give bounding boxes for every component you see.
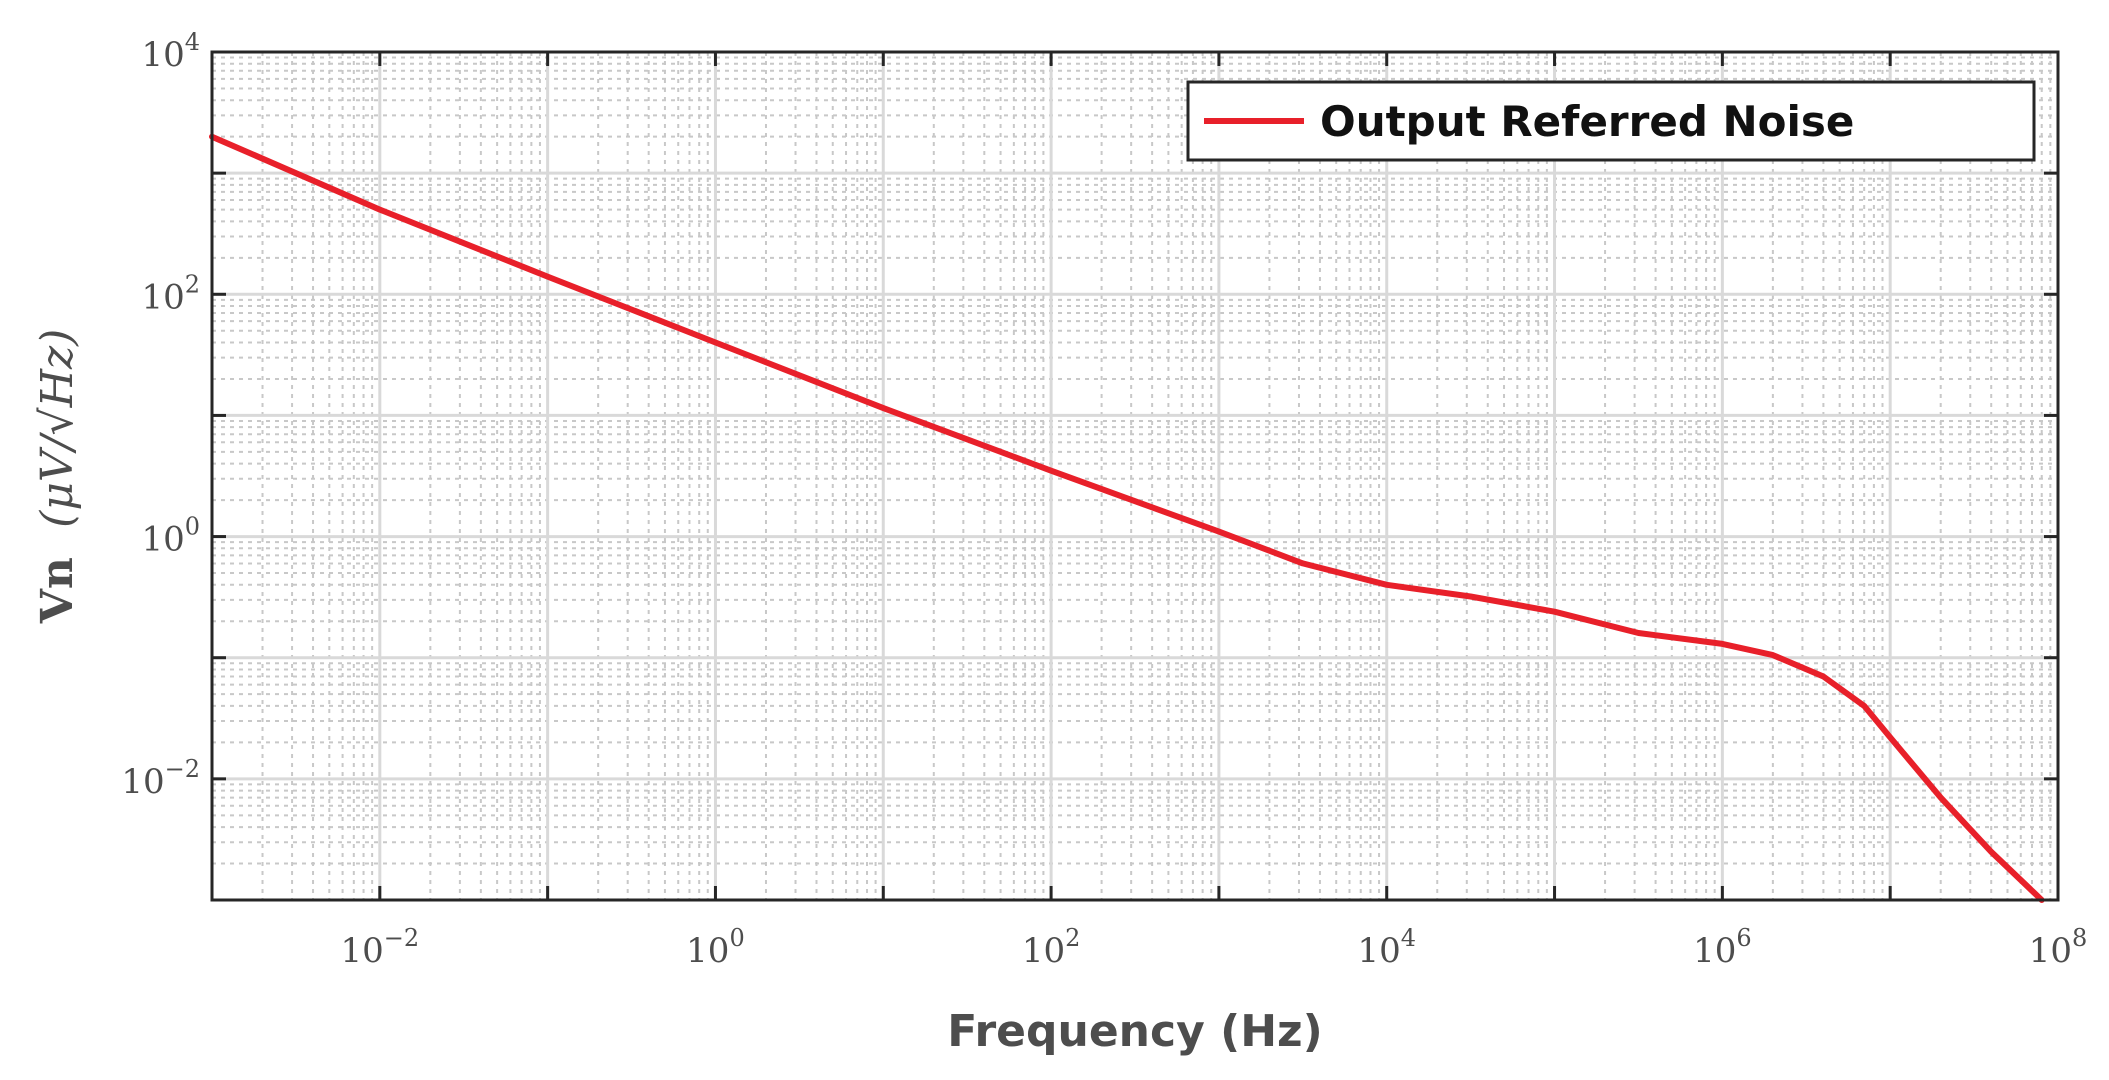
y-axis-label: Vn (μV/√Hz)	[32, 329, 83, 625]
y-tick-base: 10	[141, 35, 184, 75]
y-tick-exp: 4	[185, 28, 200, 56]
y-tick-label: 104	[141, 28, 200, 75]
x-tick-labels: 10−2 100 102 104 106 108	[210, 52, 2088, 971]
x-tick-label: 102	[1022, 924, 1081, 971]
x-tick-label: 10−2	[340, 924, 419, 971]
y-axis-label-main: Vn	[32, 557, 83, 624]
x-tick-label: 104	[1357, 924, 1416, 971]
x-axis-label: Frequency (Hz)	[947, 1006, 1323, 1057]
y-tick-label: 10−2	[121, 755, 200, 802]
minor-grid	[212, 52, 2058, 900]
x-tick-label: 108	[2029, 924, 2088, 971]
y-tick-base: 10	[141, 520, 184, 560]
x-tick-exp: −2	[384, 924, 419, 952]
x-tick-exp: 8	[2072, 924, 2087, 952]
x-tick-label: 100	[686, 924, 745, 971]
legend-box	[1186, 80, 2036, 162]
y-axis-label-units: (μV/√Hz)	[32, 329, 83, 528]
x-tick-base: 10	[2029, 931, 2072, 971]
legend: Output Referred Noise	[1186, 80, 2036, 162]
series-layer	[209, 133, 2045, 903]
y-tick-base: 10	[141, 277, 184, 317]
legend-label: Output Referred Noise	[1320, 97, 1854, 146]
y-tick-base: 10	[121, 762, 164, 802]
y-tick-label: 100	[141, 513, 200, 560]
x-tick-exp: 4	[1401, 924, 1416, 952]
x-tick-exp: 2	[1065, 924, 1080, 952]
plot-frame	[210, 50, 2060, 902]
y-tick-exp: −2	[165, 755, 200, 783]
x-tick-base: 10	[340, 931, 383, 971]
x-tick-base: 10	[1357, 931, 1400, 971]
x-tick-label: 106	[1693, 924, 1752, 971]
series-line-0	[209, 133, 2045, 903]
svg-text:Vn (μV/√Hz): Vn (μV/√Hz)	[32, 329, 83, 625]
y-tick-label: 102	[141, 270, 200, 317]
y-tick-exp: 0	[185, 513, 200, 541]
x-tick-base: 10	[1693, 931, 1736, 971]
x-tick-exp: 6	[1736, 924, 1751, 952]
x-tick-base: 10	[1022, 931, 1065, 971]
y-tick-exp: 2	[185, 270, 200, 298]
x-tick-exp: 0	[729, 924, 744, 952]
x-tick-base: 10	[686, 931, 729, 971]
